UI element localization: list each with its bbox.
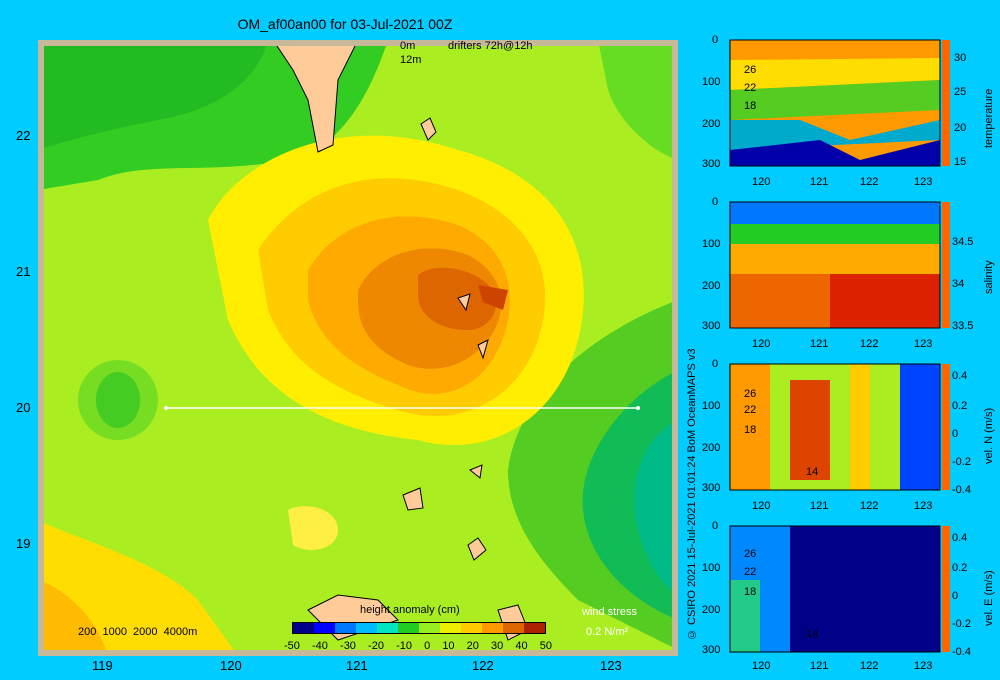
map-title: OM_af00an00 for 03-Jul-2021 00Z <box>237 16 453 32</box>
x-tick-120: 120 <box>220 658 242 673</box>
x-tick-121: 121 <box>346 658 368 673</box>
panel2-cb-34: 34 <box>952 278 965 290</box>
colorbar-title: height anomaly (cm) <box>360 604 460 616</box>
x-tick-119: 119 <box>92 658 113 673</box>
panel1-cb-15: 15 <box>954 156 967 168</box>
height-anomaly-colorbar <box>292 622 546 634</box>
panel4-x-123: 123 <box>914 660 933 672</box>
wind-stress-label: wind stress <box>582 606 638 618</box>
panel3-depth-200: 200 <box>702 442 721 454</box>
panel3-x-122: 122 <box>860 500 879 512</box>
panel1-contour-22: 22 <box>744 82 757 94</box>
panel1-label: temperature <box>983 88 995 148</box>
panel3-depth-0: 0 <box>712 358 719 370</box>
panel3-contour-22: 22 <box>744 404 757 416</box>
panel1-x-123: 123 <box>914 176 933 188</box>
panel3-depth-100: 100 <box>702 400 721 412</box>
height-anomaly-map <box>38 40 678 656</box>
panel3-x-123: 123 <box>914 500 933 512</box>
copyright-text: © CSIRO 2021 15-Jul-2021 01:01:24 BoM Oc… <box>686 348 698 640</box>
panel1-x-122: 122 <box>860 176 879 188</box>
panel4-cb-0.2: 0.2 <box>952 562 968 574</box>
panel4-cb-neg0.4: -0.4 <box>952 646 971 658</box>
panel1-contour-18: 18 <box>744 100 757 112</box>
panel2-depth-100: 100 <box>702 238 721 250</box>
panel4-cb-0.4: 0.4 <box>952 532 968 544</box>
panel4-contour-22: 22 <box>744 566 757 578</box>
panel1-depth-100: 100 <box>702 76 721 88</box>
panel2-depth-200: 200 <box>702 280 721 292</box>
panel4-depth-100: 100 <box>702 562 721 574</box>
panel2-x-121: 121 <box>810 338 829 350</box>
colorbar-ticks: -50 -40 -30 -20 -10 0 10 20 30 40 50 <box>284 640 552 652</box>
bathymetry-scale: 200 1000 2000 4000m <box>78 626 198 638</box>
panel3-contour-18: 18 <box>744 424 757 436</box>
panel4-x-120: 120 <box>752 660 771 672</box>
panel3-depth-300: 300 <box>702 482 721 494</box>
panel4-cb-0: 0 <box>952 590 959 602</box>
panel4-cb-neg0.2: -0.2 <box>952 618 971 630</box>
panel3-x-120: 120 <box>752 500 771 512</box>
panel3-cb-0.4: 0.4 <box>952 370 968 382</box>
panel2-x-120: 120 <box>752 338 771 350</box>
panel4-depth-0: 0 <box>712 520 719 532</box>
y-tick-21: 21 <box>16 264 31 279</box>
panel4-x-122: 122 <box>860 660 879 672</box>
legend-drifters: drifters 72h@12h <box>448 40 533 52</box>
panel1-contour-26: 26 <box>744 64 757 76</box>
x-tick-122: 122 <box>472 658 494 673</box>
panel2-cb-33.5: 33.5 <box>952 320 974 332</box>
wind-stress-value: 0.2 N/m² <box>586 626 629 638</box>
panel1-x-121: 121 <box>810 176 829 188</box>
y-tick-22: 22 <box>16 128 31 143</box>
panel3-cb-neg0.2: -0.2 <box>952 456 971 468</box>
panel4-contour-14: 14 <box>806 628 819 640</box>
panel3-contour-14: 14 <box>806 466 819 478</box>
panel2-cb-34.5: 34.5 <box>952 236 974 248</box>
panel3-cb-neg0.4: -0.4 <box>952 484 971 496</box>
panel3-contour-26: 26 <box>744 388 757 400</box>
panel1-depth-200: 200 <box>702 118 721 130</box>
panel3-label: vel. N (m/s) <box>983 407 995 464</box>
panel1-x-120: 120 <box>752 176 771 188</box>
panel2-depth-0: 0 <box>712 196 719 208</box>
panel4-depth-200: 200 <box>702 604 721 616</box>
panel4-x-121: 121 <box>810 660 829 672</box>
main-map[interactable] <box>38 40 678 656</box>
panel2-x-122: 122 <box>860 338 879 350</box>
y-tick-19: 19 <box>16 536 31 551</box>
panel2-depth-300: 300 <box>702 320 721 332</box>
panel1-cb-25: 25 <box>954 86 967 98</box>
panel1-cb-20: 20 <box>954 122 967 134</box>
panel3-cb-0: 0 <box>952 428 959 440</box>
panel3-x-121: 121 <box>810 500 829 512</box>
panel2-x-123: 123 <box>914 338 933 350</box>
panel4-depth-300: 300 <box>702 644 721 656</box>
x-tick-123: 123 <box>600 658 622 673</box>
legend-depth-0m: 0m <box>400 40 416 52</box>
panel4-contour-26: 26 <box>744 548 757 560</box>
section-panels <box>729 39 950 653</box>
panel2-label: salinity <box>983 260 995 294</box>
panel1-depth-300: 300 <box>702 158 721 170</box>
panel1-cb-30: 30 <box>954 52 967 64</box>
panel3-cb-0.2: 0.2 <box>952 400 968 412</box>
panel4-contour-18: 18 <box>744 586 757 598</box>
legend-depth-12m: 12m <box>400 54 422 66</box>
y-tick-20: 20 <box>16 400 31 415</box>
panel1-depth-0: 0 <box>712 34 719 46</box>
panel4-label: vel. E (m/s) <box>983 570 995 626</box>
